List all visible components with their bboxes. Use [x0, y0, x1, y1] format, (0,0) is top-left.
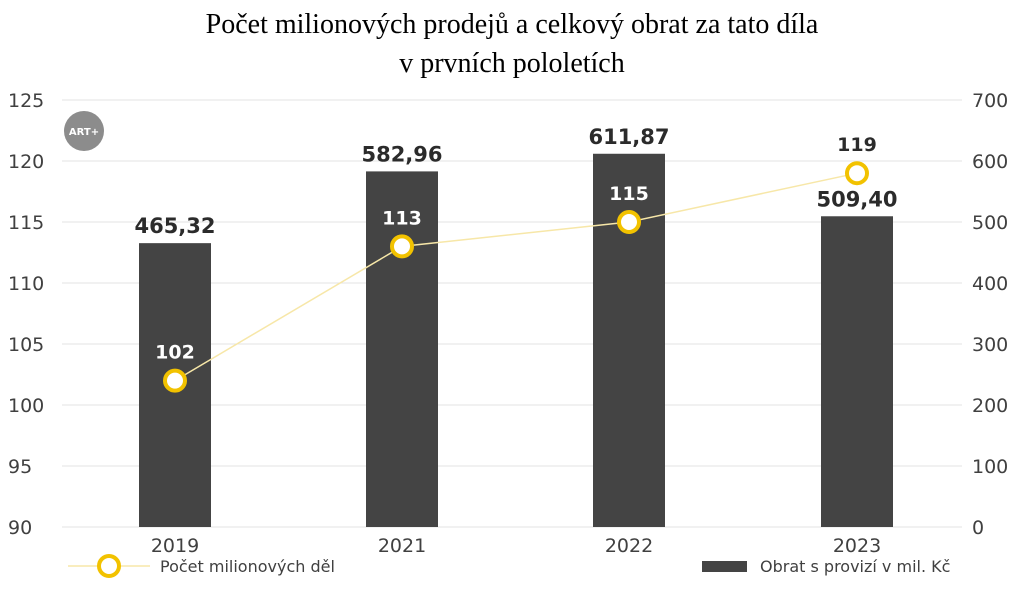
- left-tick-label: 120: [8, 151, 44, 173]
- grid: [62, 99, 962, 528]
- chart-title-line-2: v prvních pololetích: [399, 48, 625, 79]
- x-tick-label: 2021: [378, 535, 426, 557]
- left-tick-label: 125: [8, 90, 44, 112]
- right-tick-label: 600: [972, 151, 1008, 173]
- legend: Počet milionových děl Obrat s provizí v …: [68, 554, 950, 578]
- left-axis: 90 95 100 105 110 115 120 125: [8, 90, 44, 539]
- series-line: [174, 172, 858, 382]
- right-tick-label: 300: [972, 334, 1008, 356]
- point-value-label: 102: [155, 342, 195, 364]
- point-value-label: 113: [382, 207, 422, 229]
- bar: [821, 216, 893, 528]
- point-value-label: 119: [837, 134, 877, 156]
- left-tick-label: 110: [8, 273, 44, 295]
- right-axis: 0 100 200 300 400 500 600 700: [972, 90, 1008, 539]
- chart-title-line-1: Počet milionových prodejů a celkový obra…: [206, 9, 819, 40]
- left-tick-label: 100: [8, 395, 44, 417]
- x-axis: 2019 2021 2022 2023: [151, 535, 881, 557]
- data-point: [390, 234, 414, 259]
- bar: [593, 153, 665, 528]
- right-tick-label: 200: [972, 395, 1008, 417]
- x-tick-label: 2019: [151, 535, 199, 557]
- bar: [366, 171, 438, 527]
- data-point: [617, 210, 641, 234]
- x-tick-label: 2022: [605, 535, 653, 557]
- art-plus-logo: ART+: [64, 111, 104, 151]
- right-tick-label: 0: [972, 517, 984, 539]
- legend-circle-icon: [97, 554, 121, 578]
- left-tick-label: 115: [8, 212, 44, 234]
- bar-value-label: 611,87: [588, 125, 669, 149]
- data-point: [163, 368, 187, 393]
- data-point: [845, 161, 869, 186]
- logo-badge: [64, 111, 104, 151]
- line-series: [163, 161, 869, 393]
- right-tick-label: 100: [972, 456, 1008, 478]
- right-tick-label: 400: [972, 273, 1008, 295]
- right-tick-label: 500: [972, 212, 1008, 234]
- point-value-label: 115: [609, 183, 649, 205]
- legend-label-revenue: Obrat s provizí v mil. Kč: [760, 557, 950, 576]
- legend-label-count: Počet milionových děl: [160, 557, 335, 576]
- bars: [139, 153, 893, 528]
- logo-text: ART+: [69, 127, 99, 138]
- bar-value-label: 465,32: [134, 214, 215, 238]
- left-tick-label: 95: [8, 456, 32, 478]
- x-tick-label: 2023: [833, 535, 881, 557]
- right-tick-label: 700: [972, 90, 1008, 112]
- bar-value-label: 509,40: [816, 187, 897, 211]
- data-labels: 465,32 582,96 611,87 509,40 102 113 115 119: [134, 125, 897, 364]
- legend-bar-swatch: [702, 561, 747, 572]
- left-tick-label: 90: [8, 517, 32, 539]
- bar-value-label: 582,96: [361, 142, 442, 166]
- left-tick-label: 105: [8, 334, 44, 356]
